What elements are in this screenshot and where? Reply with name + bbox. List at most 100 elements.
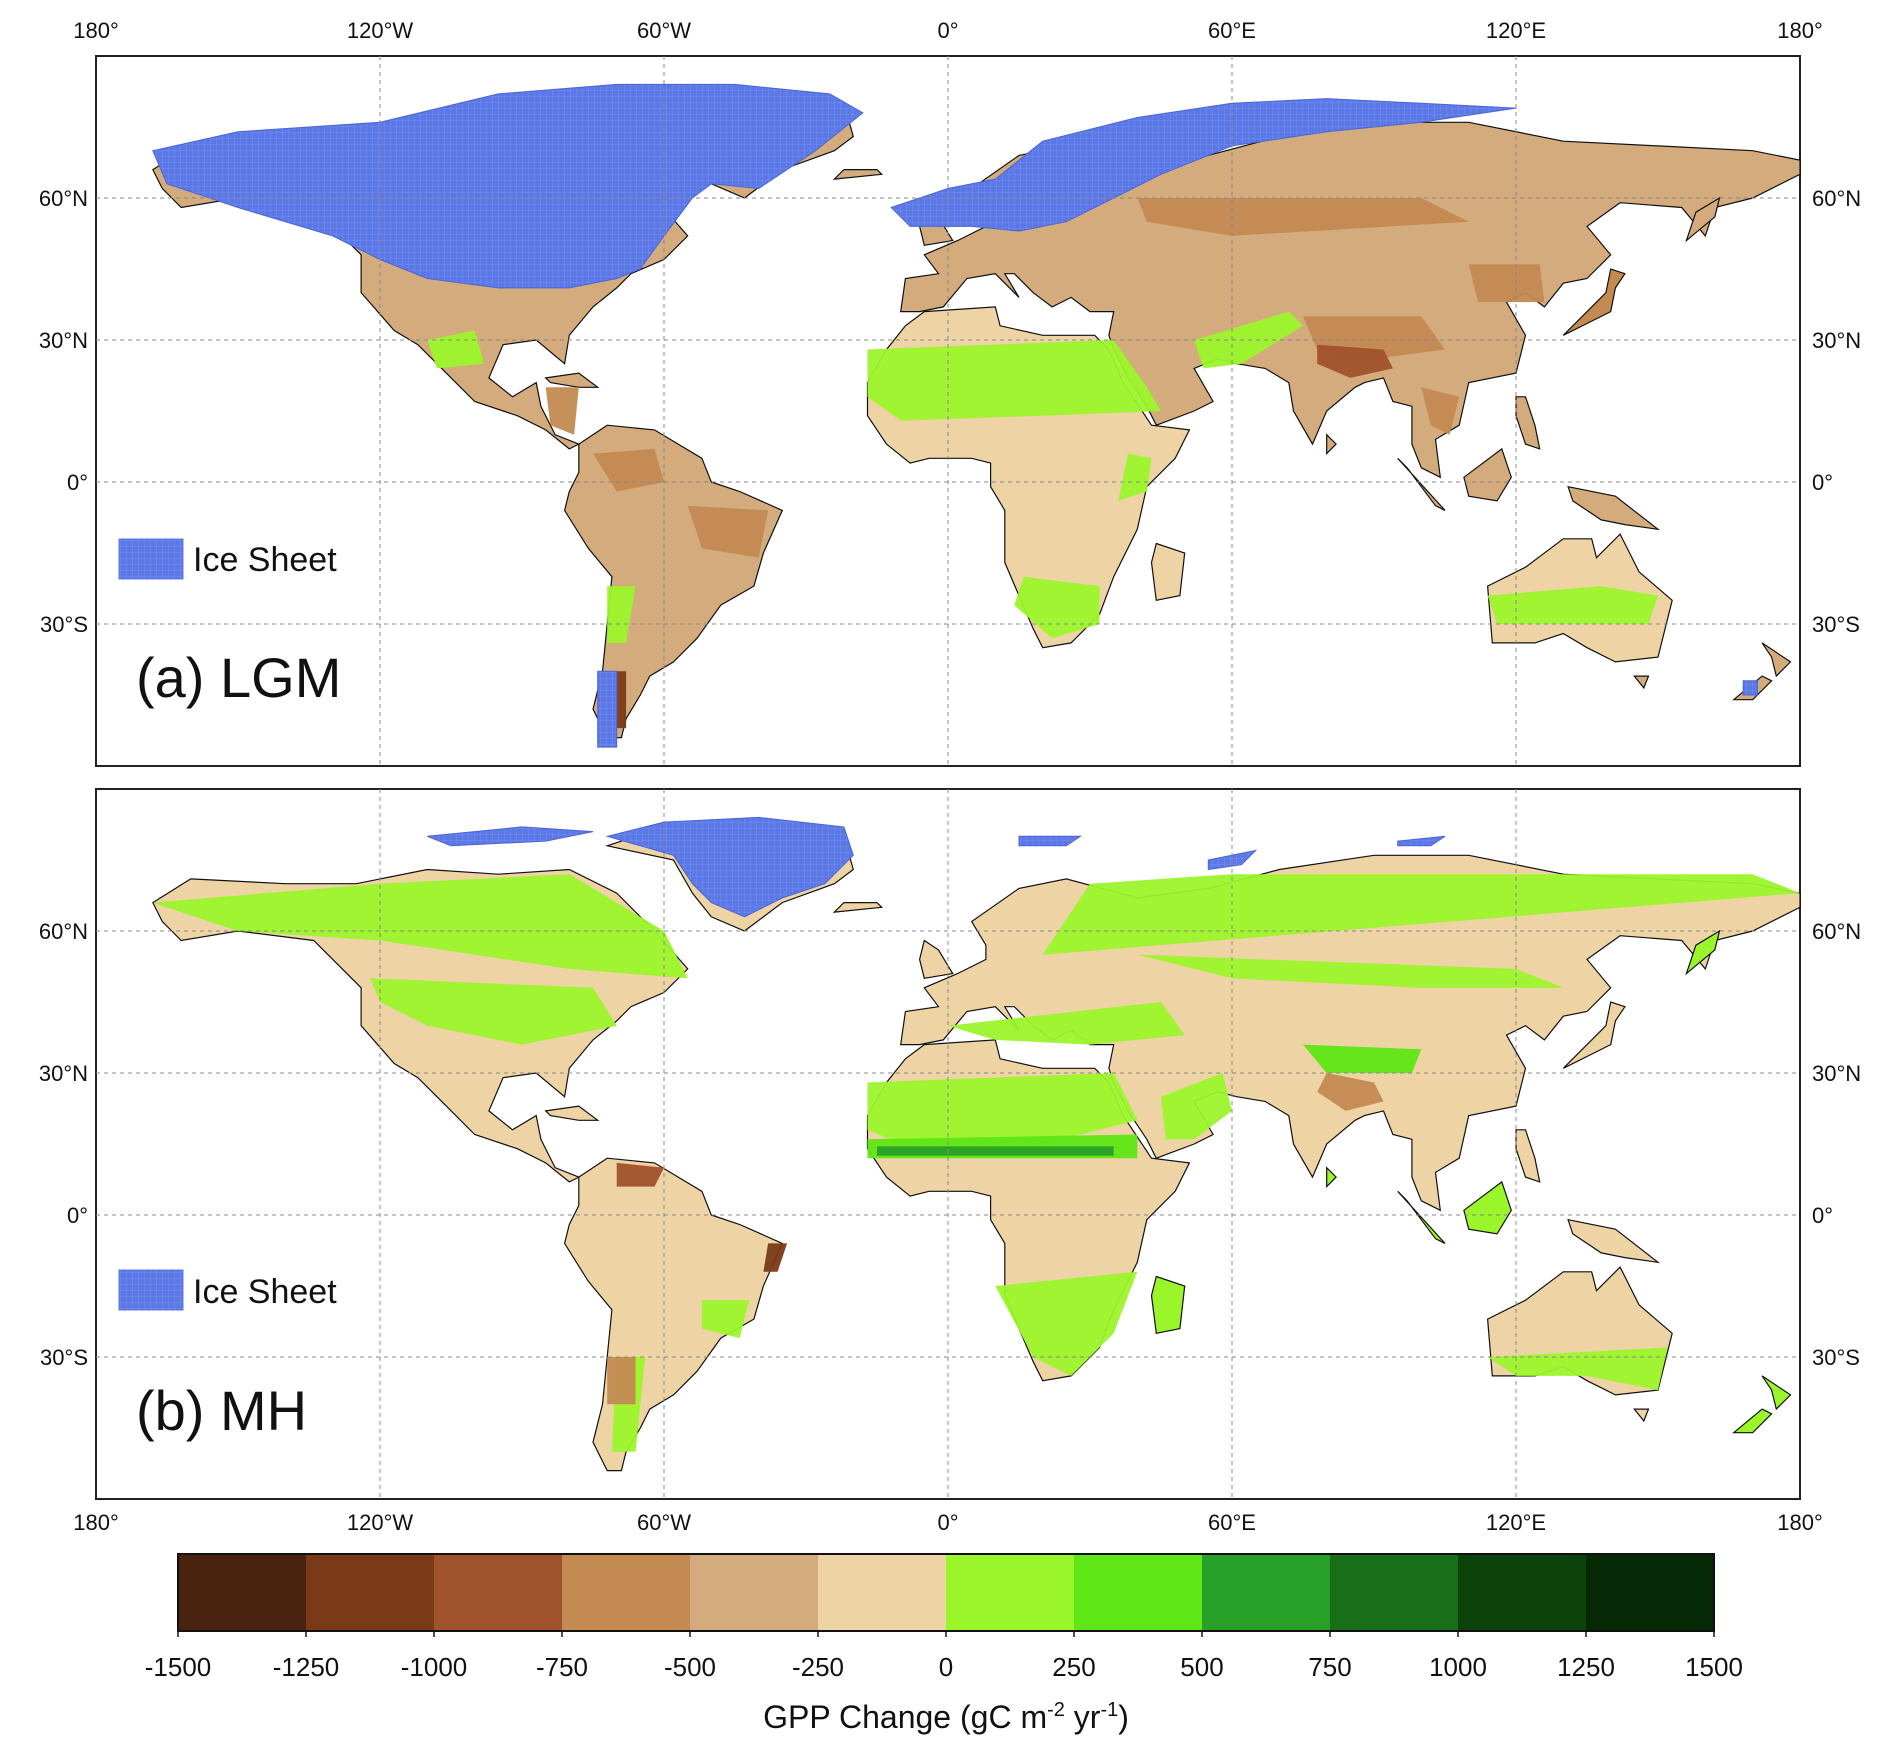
gpp-region — [545, 387, 579, 435]
gpp-region — [607, 1357, 636, 1405]
colorbar-swatch — [1458, 1554, 1587, 1631]
colorbar-swatch — [434, 1554, 563, 1631]
bottom-longitude-labels: 180° 120°W 60°W 0° 60°E 120°E 180° — [73, 1510, 1823, 1535]
colorbar-tick-label: -1000 — [401, 1652, 468, 1682]
ice-sheet-legend-label: Ice Sheet — [193, 541, 337, 579]
ice-sheet — [152, 83, 864, 289]
gpp-region — [1137, 954, 1564, 988]
land-sriLanka — [1326, 433, 1337, 456]
ice-sheet — [605, 816, 854, 918]
panel-label: (a) LGM — [136, 646, 341, 709]
colorbar-swatch — [1586, 1554, 1715, 1631]
gpp-region — [1303, 1044, 1422, 1073]
gpp-region — [1487, 1347, 1668, 1391]
ice-sheet-legend: Ice Sheet — [118, 538, 337, 580]
lat-label-right: 0° — [1812, 1203, 1833, 1228]
colorbar: -1500 -1250 -1000 -750 -500 -250 0 250 500 750 100… — [145, 1553, 1743, 1735]
land-sriLanka — [1326, 1166, 1337, 1189]
gpp-region — [1161, 1073, 1232, 1140]
colorbar-swatch — [946, 1554, 1075, 1631]
lat-label-right: 30°S — [1812, 612, 1860, 637]
gpp-region — [948, 1002, 1185, 1045]
land-madagascar — [1150, 1275, 1186, 1335]
lat-label-left: 0° — [67, 470, 88, 495]
lat-label-right: 60°N — [1812, 919, 1861, 944]
lat-label-left: 30°N — [39, 1061, 88, 1086]
lat-label-right: 30°N — [1812, 328, 1861, 353]
lat-label-left: 30°S — [40, 612, 88, 637]
ice-sheet — [1018, 835, 1083, 847]
panel-mh-map: 60°N 60°N 30°N 30°N 0° 0° 30°S 30°S Ice Sheet (… — [39, 788, 1861, 1500]
gpp-region — [1317, 344, 1393, 378]
lat-label-left: 30°S — [40, 1345, 88, 1370]
top-longitude-labels: 180° 120°W 60°W 0° 60°E 120°E 180° — [73, 18, 1823, 43]
latitude-labels: 60°N 60°N 30°N 30°N 0° 0° 30°S 30°S — [39, 186, 1861, 637]
lat-label-right: 30°N — [1812, 1061, 1861, 1086]
land-madagascar — [1150, 542, 1186, 602]
gpp-region — [1118, 453, 1152, 501]
land-tasmania — [1633, 675, 1650, 690]
colorbar-title: GPP Change (gC m-2 yr-1) — [763, 1699, 1129, 1735]
gpp-region — [1317, 1073, 1384, 1111]
land-nzNorth — [1761, 642, 1792, 678]
lat-label-left: 0° — [67, 1203, 88, 1228]
colorbar-tick-label: 500 — [1180, 1652, 1223, 1682]
lon-label-bottom: 60°W — [637, 1510, 691, 1535]
colorbar-swatch — [306, 1554, 435, 1631]
lon-label-bottom: 0° — [937, 1510, 958, 1535]
colorbar-tick-label: -500 — [664, 1652, 716, 1682]
gpp-region — [152, 874, 688, 979]
gpp-region — [701, 1300, 750, 1339]
ice-sheet — [427, 826, 594, 847]
colorbar-tick-label: 1500 — [1685, 1652, 1743, 1682]
gpp-region — [995, 1271, 1138, 1376]
gpp-region — [867, 1073, 1138, 1144]
land-sumatra — [1397, 1190, 1446, 1244]
ice-sheet-areas — [427, 816, 1446, 918]
land-philippines — [1515, 396, 1541, 450]
land-iceland — [832, 169, 884, 180]
gpp-region — [616, 1162, 664, 1187]
lon-label-bottom: 180° — [73, 1510, 119, 1535]
land-gpp-field — [152, 821, 1801, 1472]
land-borneo — [1463, 447, 1512, 502]
colorbar-tick-label: -1250 — [273, 1652, 340, 1682]
gpp-region — [1421, 387, 1460, 435]
lon-label-top: 180° — [73, 18, 119, 43]
gpp-region — [877, 1146, 1114, 1156]
lat-label-left: 60°N — [39, 186, 88, 211]
colorbar-tick-label: -1500 — [145, 1652, 212, 1682]
colorbar-tick-label: 0 — [939, 1652, 953, 1682]
land-sumatra — [1397, 457, 1446, 511]
gpp-region — [687, 505, 769, 558]
land-newGuinea — [1567, 485, 1661, 531]
colorbar-tick-label: -750 — [536, 1652, 588, 1682]
land-kamchatka — [1685, 196, 1721, 243]
land-japan — [1562, 1001, 1626, 1069]
colorbar-swatch — [690, 1554, 819, 1631]
land-kamchatka — [1685, 929, 1721, 976]
gpp-region — [1137, 198, 1469, 236]
colorbar-tick-label: -250 — [792, 1652, 844, 1682]
colorbar-tick-label: 750 — [1308, 1652, 1351, 1682]
colorbar-ticks: -1500 -1250 -1000 -750 -500 -250 0 250 500 750 100… — [145, 1631, 1743, 1682]
lon-label-top: 0° — [937, 18, 958, 43]
land-nzNorth — [1761, 1375, 1792, 1411]
land-philippines — [1515, 1129, 1541, 1183]
ice-sheet-swatch — [118, 1269, 184, 1311]
colorbar-tick-label: 1250 — [1557, 1652, 1615, 1682]
lon-label-top: 60°E — [1208, 18, 1256, 43]
colorbar-swatch — [818, 1554, 947, 1631]
ice-sheet-legend: Ice Sheet — [118, 1269, 337, 1311]
land-newGuinea — [1567, 1218, 1661, 1264]
colorbar-swatches — [178, 1554, 1715, 1631]
colorbar-swatch — [1330, 1554, 1459, 1631]
land-tasmania — [1633, 1408, 1650, 1423]
ice-sheet — [1742, 680, 1758, 696]
ice-sheet — [1207, 849, 1258, 871]
lon-label-top: 180° — [1777, 18, 1823, 43]
gpp-region — [1468, 264, 1545, 303]
ice-sheet — [890, 98, 1517, 232]
colorbar-swatch — [562, 1554, 691, 1631]
